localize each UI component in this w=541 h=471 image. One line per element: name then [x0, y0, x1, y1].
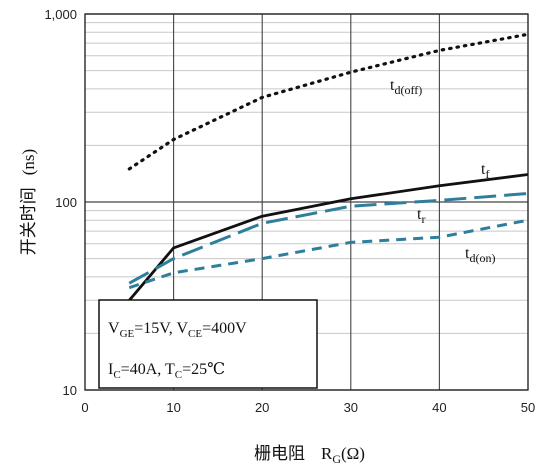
- series-layer: [127, 32, 530, 302]
- cond-tc-sub: C: [175, 369, 182, 381]
- x-axis-title-main: 栅电阻: [254, 444, 305, 463]
- y-tick-label: 1,000: [44, 7, 77, 22]
- series-label-t-d-off: td(off): [390, 77, 422, 97]
- x-axis-title: 栅电阻 RG(Ω): [254, 444, 365, 466]
- y-axis-title-unit: (ns): [19, 149, 38, 175]
- x-axis-title-sub: G: [332, 452, 341, 466]
- condition-box-frame: [98, 299, 318, 389]
- series-label-sub: d(off): [394, 83, 422, 97]
- tick-labels: 0 10 20 30 40 50 10 100 1,000: [44, 7, 535, 415]
- cond-tc-value: =25℃: [182, 361, 225, 378]
- x-tick-label: 50: [521, 400, 535, 415]
- series-label-main: t: [390, 77, 395, 94]
- series-label-sub: f: [485, 167, 489, 181]
- y-axis-title: 开关时间 (ns): [19, 149, 38, 255]
- y-axis-title-main: 开关时间: [19, 187, 38, 255]
- condition-box: VGE=15V, VCE=400V IC=40A, TC=25℃: [98, 299, 318, 389]
- cond-tc-symbol: T: [165, 361, 175, 378]
- x-axis-title-symbol: R: [321, 444, 333, 463]
- cond-vce-symbol: V: [176, 320, 188, 337]
- y-tick-label: 100: [55, 195, 77, 210]
- series-label-main: t: [417, 206, 422, 223]
- x-tick-label: 40: [432, 400, 446, 415]
- series-label-t-r: tr: [417, 206, 425, 226]
- cond-ic-sub: C: [113, 369, 120, 381]
- series-label-main: t: [481, 161, 486, 178]
- x-tick-label: 10: [166, 400, 180, 415]
- cond-ic-value: =40A,: [121, 361, 165, 378]
- y-tick-label: 10: [63, 383, 77, 398]
- plot-frame: [84, 13, 529, 391]
- cond-vge-value: =15V,: [134, 320, 176, 337]
- series-label-t-f: tf: [481, 161, 489, 181]
- cond-vce-value: =400V: [202, 320, 247, 337]
- cond-vge-symbol: V: [108, 320, 120, 337]
- series-line-t-f: [128, 173, 529, 302]
- x-tick-label: 20: [255, 400, 269, 415]
- x-tick-label: 30: [344, 400, 358, 415]
- condition-line-2: IC=40A, TC=25℃: [108, 361, 225, 381]
- series-label-main: t: [465, 245, 470, 262]
- cond-vce-sub: CE: [188, 328, 202, 340]
- series-line-t-r: [128, 192, 529, 285]
- x-tick-label: 0: [81, 400, 88, 415]
- condition-line-1: VGE=15V, VCE=400V: [108, 320, 247, 340]
- cond-ic-symbol: I: [108, 361, 113, 378]
- series-line-t-d-off: [127, 32, 530, 171]
- cond-vge-sub: GE: [120, 328, 135, 340]
- series-line-t-d-on: [128, 218, 529, 290]
- series-label-sub: r: [421, 212, 425, 226]
- series-label-sub: d(on): [469, 251, 495, 265]
- series-label-t-d-on: td(on): [465, 245, 495, 265]
- x-axis-title-unit: (Ω): [341, 444, 365, 463]
